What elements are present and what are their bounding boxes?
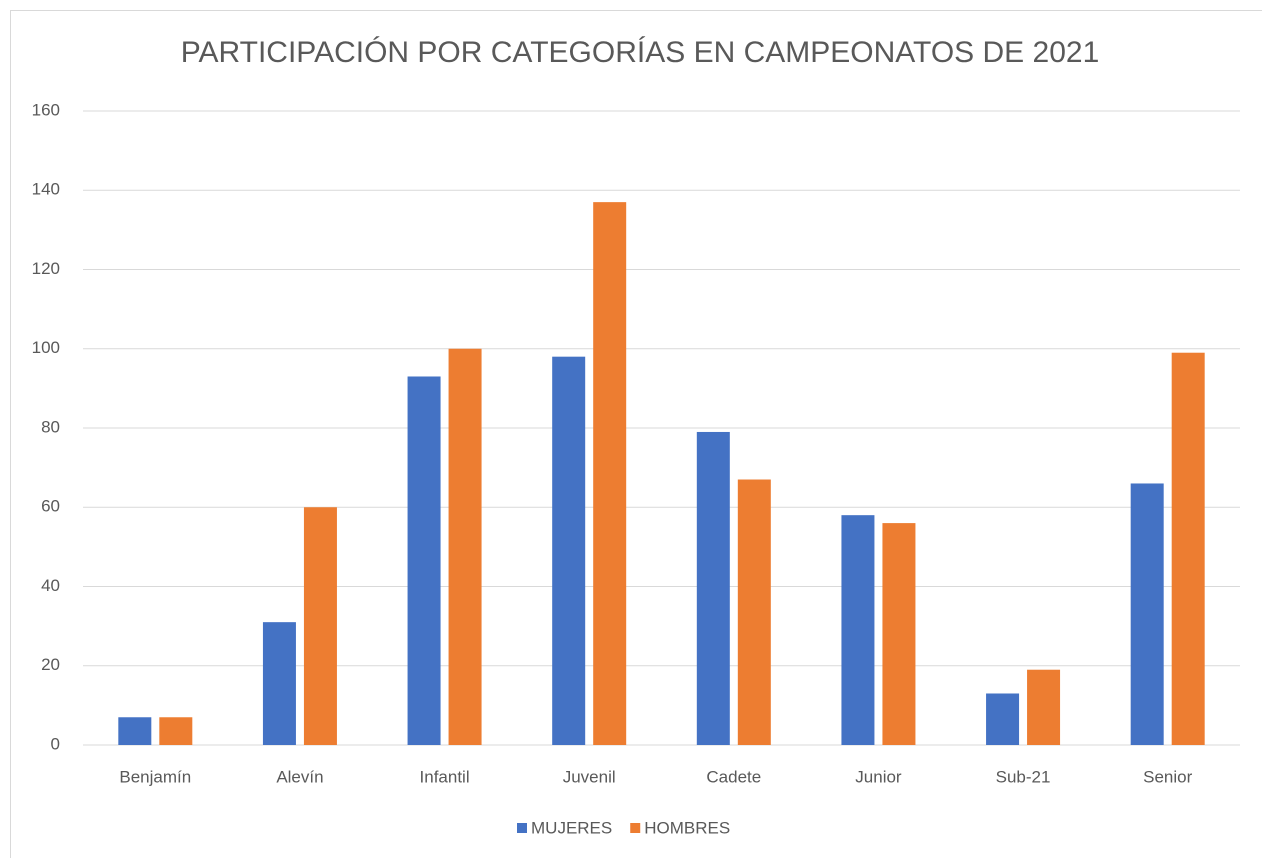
y-tick-label: 140 (32, 180, 60, 199)
bar (552, 356, 586, 745)
x-tick-label: Sub-21 (996, 767, 1051, 786)
bar (593, 202, 627, 745)
y-tick-label: 0 (51, 734, 60, 753)
bar (262, 622, 296, 745)
bar (448, 348, 482, 745)
y-tick-label: 160 (32, 100, 60, 119)
chart-frame (10, 10, 1262, 858)
y-tick-label: 100 (32, 338, 60, 357)
bar (841, 515, 875, 745)
legend-label: MUJERES (531, 818, 612, 837)
bar (696, 431, 730, 745)
legend-label: HOMBRES (644, 818, 730, 837)
y-tick-label: 20 (41, 655, 60, 674)
legend-swatch (630, 823, 641, 833)
bar (882, 523, 916, 745)
chart-title: PARTICIPACIÓN POR CATEGORÍAS EN CAMPEONA… (181, 36, 1100, 69)
bar (1027, 669, 1061, 745)
x-tick-label: Junior (855, 767, 902, 786)
y-tick-label: 80 (41, 417, 60, 436)
bar (737, 479, 771, 745)
x-tick-label: Cadete (706, 767, 761, 786)
bar (118, 717, 152, 745)
legend-swatch (517, 823, 527, 833)
x-tick-label: Senior (1143, 767, 1192, 786)
y-tick-label: 40 (41, 576, 60, 595)
x-tick-label: Infantil (420, 767, 470, 786)
bar (1130, 483, 1164, 745)
x-tick-label: Alevín (276, 767, 323, 786)
bar (303, 507, 337, 745)
y-tick-label: 60 (41, 497, 60, 516)
bar (407, 376, 441, 745)
bar (986, 693, 1020, 745)
bar (1171, 352, 1205, 745)
y-tick-label: 120 (32, 259, 60, 278)
x-tick-label: Benjamín (119, 767, 191, 786)
x-tick-label: Juvenil (563, 767, 616, 786)
bar (159, 717, 193, 745)
